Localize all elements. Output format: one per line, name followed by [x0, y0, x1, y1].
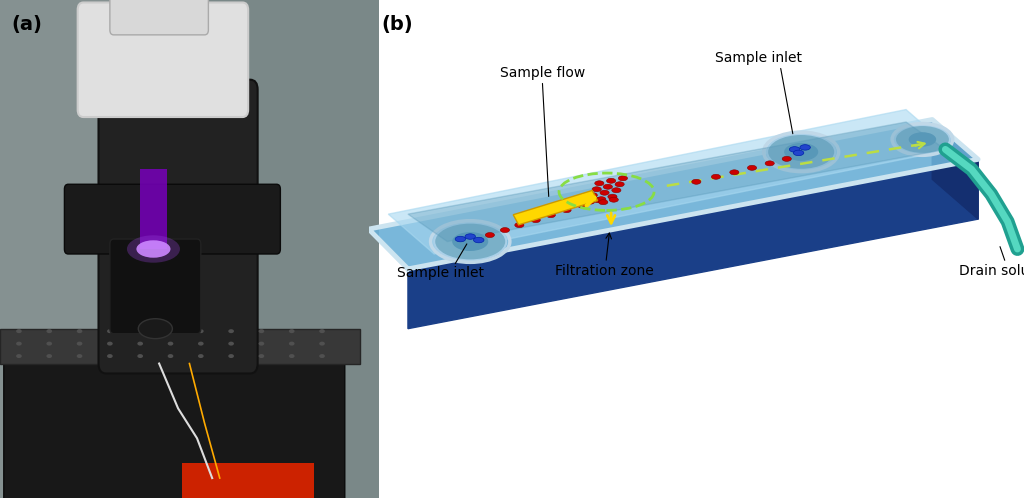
Ellipse shape — [465, 234, 475, 240]
Ellipse shape — [692, 179, 700, 184]
Ellipse shape — [289, 329, 295, 333]
Ellipse shape — [600, 190, 609, 195]
Ellipse shape — [259, 354, 264, 358]
Ellipse shape — [127, 235, 180, 263]
Polygon shape — [388, 110, 952, 254]
Ellipse shape — [562, 208, 571, 213]
Ellipse shape — [77, 342, 82, 346]
Ellipse shape — [603, 184, 612, 189]
Ellipse shape — [137, 329, 143, 333]
Ellipse shape — [501, 228, 510, 233]
Text: Filtration zone: Filtration zone — [555, 264, 654, 278]
Ellipse shape — [608, 194, 617, 199]
Ellipse shape — [592, 187, 601, 192]
Ellipse shape — [594, 198, 602, 203]
Ellipse shape — [597, 197, 606, 202]
Ellipse shape — [730, 170, 739, 175]
Polygon shape — [513, 190, 598, 225]
Ellipse shape — [515, 223, 524, 228]
Ellipse shape — [228, 329, 233, 333]
Ellipse shape — [16, 342, 22, 346]
Ellipse shape — [198, 342, 204, 346]
Text: (b): (b) — [382, 15, 414, 34]
Ellipse shape — [16, 354, 22, 358]
Ellipse shape — [137, 342, 143, 346]
Ellipse shape — [748, 165, 757, 170]
Ellipse shape — [168, 342, 173, 346]
Ellipse shape — [319, 354, 325, 358]
Ellipse shape — [784, 143, 818, 161]
Ellipse shape — [77, 354, 82, 358]
Ellipse shape — [767, 134, 836, 170]
Text: Drain solution: Drain solution — [959, 264, 1024, 278]
Ellipse shape — [765, 161, 774, 166]
Bar — [140, 169, 167, 249]
Ellipse shape — [794, 150, 804, 156]
Polygon shape — [369, 120, 978, 269]
Ellipse shape — [319, 342, 325, 346]
Ellipse shape — [228, 354, 233, 358]
Text: Sample flow: Sample flow — [500, 66, 585, 80]
FancyBboxPatch shape — [110, 0, 209, 35]
Ellipse shape — [289, 354, 295, 358]
Ellipse shape — [138, 319, 172, 339]
Ellipse shape — [77, 329, 82, 333]
FancyBboxPatch shape — [110, 239, 201, 334]
Ellipse shape — [609, 197, 618, 202]
Ellipse shape — [46, 329, 52, 333]
Ellipse shape — [578, 203, 586, 208]
Ellipse shape — [618, 176, 628, 181]
Ellipse shape — [198, 329, 204, 333]
Ellipse shape — [588, 193, 597, 198]
Ellipse shape — [712, 174, 721, 179]
Ellipse shape — [531, 218, 541, 223]
Ellipse shape — [108, 354, 113, 358]
Polygon shape — [932, 120, 978, 219]
Bar — [0, 0, 189, 498]
Ellipse shape — [615, 182, 625, 187]
Ellipse shape — [434, 223, 506, 260]
Ellipse shape — [136, 240, 170, 258]
Ellipse shape — [108, 329, 113, 333]
FancyBboxPatch shape — [98, 80, 258, 374]
Ellipse shape — [485, 233, 495, 238]
Polygon shape — [408, 122, 945, 242]
Ellipse shape — [168, 354, 173, 358]
Ellipse shape — [319, 329, 325, 333]
Ellipse shape — [606, 178, 615, 183]
FancyBboxPatch shape — [4, 354, 345, 498]
Text: Sample inlet: Sample inlet — [397, 266, 484, 280]
Ellipse shape — [453, 232, 488, 251]
Ellipse shape — [595, 181, 604, 186]
Ellipse shape — [455, 237, 466, 242]
FancyBboxPatch shape — [78, 2, 248, 117]
Ellipse shape — [800, 144, 810, 150]
Ellipse shape — [46, 342, 52, 346]
FancyBboxPatch shape — [65, 184, 281, 254]
Bar — [182, 463, 314, 498]
Ellipse shape — [108, 342, 113, 346]
Text: Sample inlet: Sample inlet — [715, 51, 802, 65]
Ellipse shape — [16, 329, 22, 333]
Ellipse shape — [599, 200, 608, 205]
Ellipse shape — [289, 342, 295, 346]
Bar — [0, 329, 360, 364]
Ellipse shape — [586, 199, 595, 204]
Ellipse shape — [546, 213, 555, 218]
Ellipse shape — [790, 147, 800, 152]
Ellipse shape — [198, 354, 204, 358]
Polygon shape — [408, 159, 978, 329]
Ellipse shape — [259, 329, 264, 333]
Ellipse shape — [137, 354, 143, 358]
Ellipse shape — [473, 238, 484, 243]
Ellipse shape — [611, 188, 621, 193]
Ellipse shape — [46, 354, 52, 358]
Ellipse shape — [228, 342, 233, 346]
Ellipse shape — [168, 329, 173, 333]
Ellipse shape — [782, 156, 792, 161]
Ellipse shape — [908, 132, 936, 147]
Ellipse shape — [259, 342, 264, 346]
Text: (a): (a) — [11, 15, 42, 34]
Ellipse shape — [895, 125, 950, 154]
